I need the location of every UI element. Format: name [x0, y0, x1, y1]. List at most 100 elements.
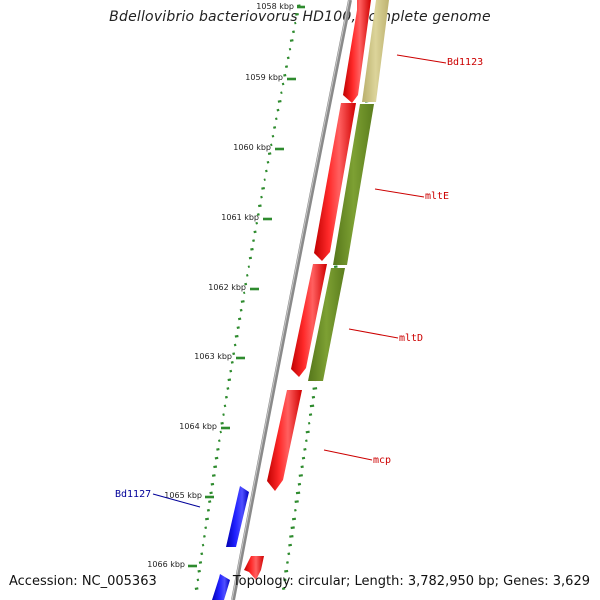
track-dot [237, 317, 242, 321]
track-dot [256, 213, 260, 216]
track-dot [219, 430, 222, 434]
track-dot [209, 491, 213, 495]
track-dot [281, 587, 286, 590]
track-dot [252, 239, 255, 242]
scale-ticks [188, 5, 305, 568]
track-dot [295, 13, 299, 16]
track-dot [253, 230, 257, 234]
gene-bd1127-shape[interactable] [226, 486, 249, 547]
track-dot [303, 448, 307, 451]
track-dot [201, 543, 205, 547]
gene-mltd-shape[interactable] [291, 264, 327, 377]
track-dot [239, 308, 243, 312]
track-dot [308, 413, 313, 416]
gene-bd1123-leader [396, 54, 447, 64]
track-dot [236, 326, 240, 329]
track-dot [291, 517, 297, 521]
scale-labels: 1058 kbp 1059 kbp 1060 kbp 1061 kbp 1062… [147, 2, 294, 569]
track-dot [290, 526, 295, 530]
track-dot [305, 430, 310, 434]
gc-content-track [194, 4, 301, 590]
accession-text: Accession: NC_005363 [9, 574, 157, 589]
track-dot [292, 30, 295, 34]
track-dot [288, 47, 292, 51]
scale-tick-label: 1059 kbp [245, 73, 283, 82]
track-dot [283, 73, 287, 77]
track-dot [280, 91, 283, 95]
track-dot [210, 482, 215, 486]
track-dot [288, 543, 292, 547]
track-dot [258, 204, 262, 208]
track-dot [297, 482, 302, 486]
track-dot [294, 500, 299, 503]
track-dot [223, 404, 227, 408]
track-dot [203, 535, 206, 538]
track-dot [232, 352, 236, 356]
track-dot [286, 561, 289, 564]
track-dot [194, 587, 199, 590]
genome-info-text: Topology: circular; Length: 3,782,950 bp… [232, 574, 590, 589]
track-dot [214, 456, 219, 460]
track-dot [281, 82, 285, 86]
track-dot [289, 535, 294, 538]
scale-tick-label: 1064 kbp [179, 422, 217, 431]
track-dot [295, 491, 301, 495]
track-dot [263, 178, 266, 182]
track-dot [200, 552, 204, 556]
track-dot [298, 474, 303, 477]
track-dot [250, 247, 254, 251]
track-dot [286, 56, 290, 60]
gene-mlte-label[interactable]: mltE [425, 191, 449, 202]
track-dot [311, 395, 316, 399]
gene-mlte-leader [374, 188, 425, 198]
track-dot [261, 187, 265, 190]
track-dot [284, 65, 289, 68]
track-dot [266, 160, 270, 164]
track-dot [312, 387, 318, 390]
gene-mcp-label[interactable]: mcp [373, 455, 391, 466]
gene-mcp-shape[interactable] [267, 390, 302, 491]
track-dot [309, 404, 315, 408]
gene-mcp-leader [323, 449, 373, 461]
gene-mlte-shape[interactable] [314, 103, 356, 261]
track-dot [229, 369, 233, 373]
track-dot [274, 117, 278, 121]
track-dot [276, 108, 280, 112]
gene-bd1123-shape[interactable] [343, 0, 371, 103]
track-dot [240, 300, 245, 303]
track-dot [304, 439, 308, 443]
scale-tick-label: 1065 kbp [164, 491, 202, 500]
genome-backbone-highlight [231, 0, 350, 600]
track-dot [220, 421, 224, 425]
track-dot [206, 508, 210, 512]
track-dot [204, 526, 208, 530]
scale-tick-label: 1063 kbp [194, 352, 232, 361]
track-dot [277, 100, 282, 103]
track-dot [271, 134, 275, 138]
track-dot [244, 282, 248, 286]
scale-tick-label: 1060 kbp [233, 143, 271, 152]
track-dot [255, 221, 259, 225]
scale-tick-label: 1058 kbp [256, 2, 294, 11]
cog-feature-khaki [362, 0, 389, 102]
track-dot [289, 39, 294, 42]
gene-small-red-shape[interactable] [244, 556, 264, 580]
cog-feature-olive [333, 104, 374, 265]
track-dot [293, 508, 297, 512]
track-dot [301, 456, 306, 460]
track-dot [230, 361, 234, 364]
gene-bd1127-label[interactable]: Bd1127 [115, 489, 151, 500]
genome-backbone [231, 0, 352, 600]
track-dot [216, 448, 220, 451]
track-dot [333, 265, 338, 269]
gene-mltd-label[interactable]: mltD [399, 333, 423, 344]
track-dot [234, 334, 239, 338]
gene-mltd-leader [348, 328, 399, 339]
cog-feature-olive [308, 268, 345, 381]
track-dot [270, 143, 273, 147]
track-dot [247, 265, 251, 269]
gene-bottom-blue-shape[interactable] [212, 574, 230, 600]
gene-bd1123-label[interactable]: Bd1123 [447, 57, 483, 68]
track-dot [284, 569, 289, 573]
